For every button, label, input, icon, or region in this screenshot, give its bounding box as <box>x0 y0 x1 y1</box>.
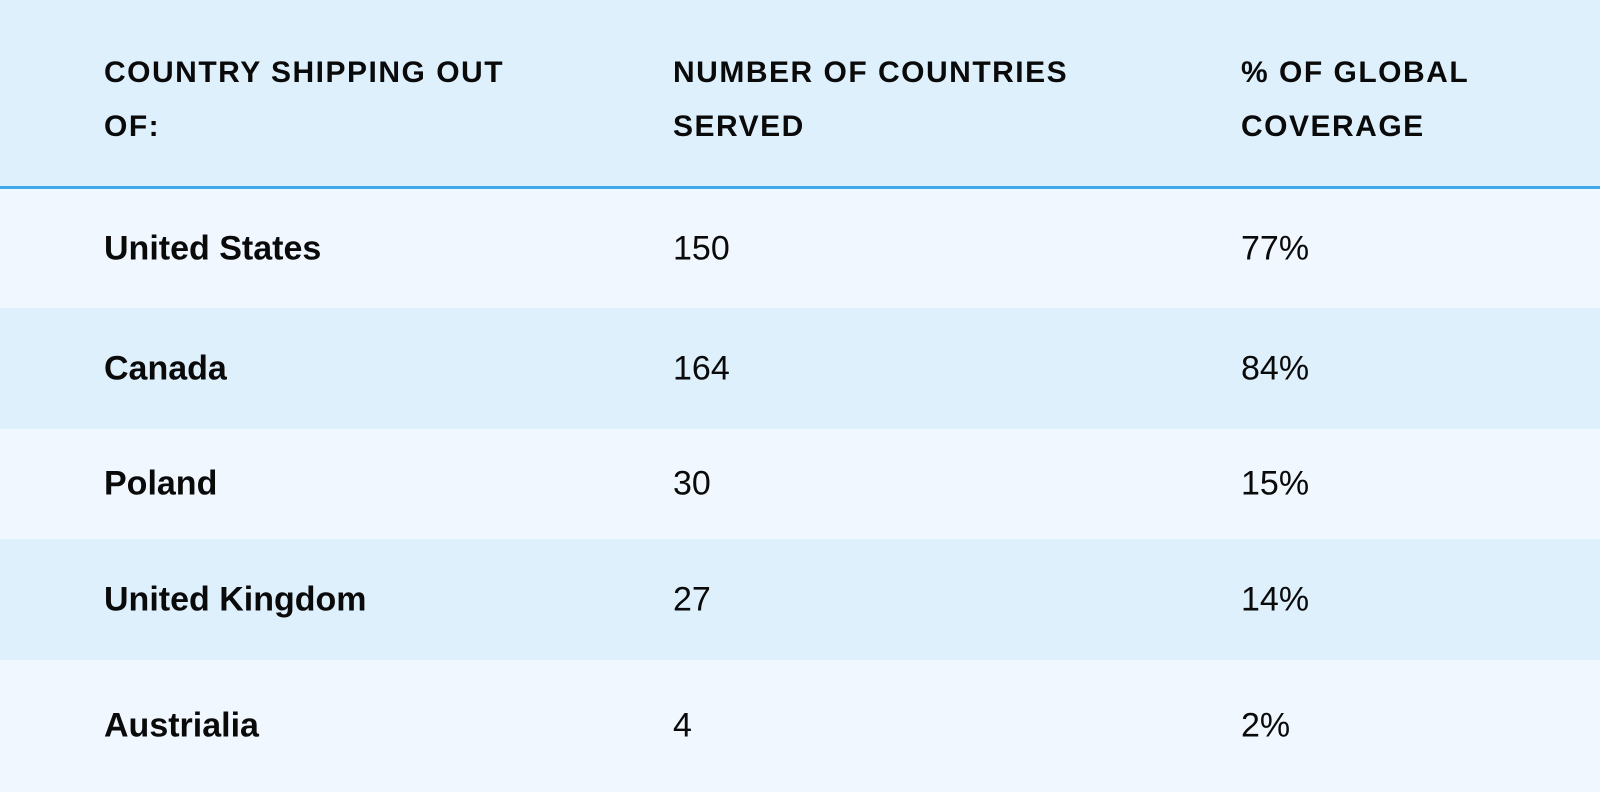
header-coverage: % OF GLOBAL COVERAGE <box>1241 56 1469 143</box>
count-cell: 164 <box>673 349 730 387</box>
count-cell: 4 <box>673 706 692 745</box>
header-country: COUNTRY SHIPPING OUT OF: <box>104 56 505 143</box>
count-cell: 30 <box>673 464 711 503</box>
table-row: Poland 30 15% <box>0 429 1600 539</box>
count-cell: 27 <box>673 580 711 618</box>
country-cell: Austrialia <box>104 706 259 745</box>
coverage-cell: 15% <box>1241 464 1310 503</box>
country-cell: United States <box>104 229 322 267</box>
table-row: Austrialia 4 2% <box>0 660 1600 792</box>
country-cell: Poland <box>104 464 218 503</box>
table-header-row: COUNTRY SHIPPING OUT OF: NUMBER OF COUNT… <box>0 0 1600 189</box>
coverage-cell: 2% <box>1241 706 1291 745</box>
header-count: NUMBER OF COUNTRIES SERVED <box>673 56 1069 143</box>
table-row: Canada 164 84% <box>0 308 1600 429</box>
table-row: United States 150 77% <box>0 189 1600 308</box>
country-cell: Canada <box>104 349 227 387</box>
coverage-cell: 84% <box>1241 349 1310 387</box>
coverage-cell: 14% <box>1241 580 1310 618</box>
coverage-cell: 77% <box>1241 229 1310 267</box>
count-cell: 150 <box>673 229 730 267</box>
country-cell: United Kingdom <box>104 580 367 618</box>
table-row: United Kingdom 27 14% <box>0 539 1600 660</box>
